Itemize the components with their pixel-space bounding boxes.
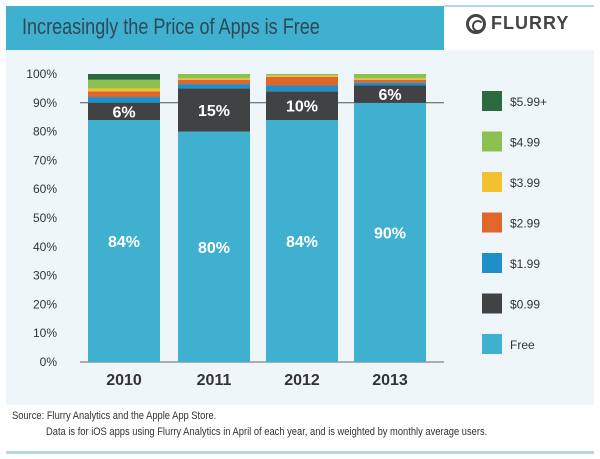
title-banner: Increasingly the Price of Apps is Free bbox=[6, 6, 444, 50]
y-tick-label: 30% bbox=[33, 269, 57, 283]
x-tick-label: 2013 bbox=[372, 372, 408, 389]
bar-segment-099-2012 bbox=[266, 91, 338, 121]
legend-label: $2.99 bbox=[510, 217, 540, 231]
data-label: 84% bbox=[108, 234, 140, 251]
y-tick-label: 20% bbox=[33, 297, 57, 311]
x-tick-label: 2012 bbox=[284, 372, 320, 389]
legend-label: $4.99 bbox=[510, 136, 540, 150]
bar-segment-299-2010 bbox=[88, 91, 160, 98]
y-tick-label: 80% bbox=[33, 125, 57, 139]
bar-segment-free-2013 bbox=[354, 102, 426, 363]
bar-segment-199-2013 bbox=[354, 82, 426, 86]
legend-swatch bbox=[482, 253, 502, 273]
chart-title: Increasingly the Price of Apps is Free bbox=[22, 14, 320, 39]
bar-segment-free-2011 bbox=[178, 131, 250, 362]
data-label: 6% bbox=[112, 104, 135, 121]
data-label: 90% bbox=[374, 225, 406, 242]
bar-segment-099-2010 bbox=[88, 102, 160, 121]
legend-label: Free bbox=[510, 338, 535, 352]
bar-segment-free-2010 bbox=[88, 120, 160, 362]
y-tick-label: 50% bbox=[33, 211, 57, 225]
bar-segment-free-2012 bbox=[266, 120, 338, 362]
bar-segment-399-2012 bbox=[266, 75, 338, 77]
bar-segment-499-2012 bbox=[266, 74, 338, 76]
source-text: Source: Flurry Analytics and the Apple A… bbox=[12, 410, 217, 422]
legend-label: $0.99 bbox=[510, 298, 540, 312]
bar-segment-199-2011 bbox=[178, 84, 250, 89]
bar-segment-399-2013 bbox=[354, 78, 426, 80]
logo-text: FLURRY bbox=[491, 13, 570, 33]
flurry-logo: FLURRY bbox=[466, 13, 569, 34]
y-tick-label: 70% bbox=[33, 153, 57, 167]
bar-segment-499-2013 bbox=[354, 74, 426, 79]
bar-segment-399-2010 bbox=[88, 88, 160, 92]
legend-swatch bbox=[482, 131, 502, 152]
legend-label: $3.99 bbox=[510, 176, 540, 190]
x-tick-label: 2011 bbox=[197, 372, 232, 389]
y-tick-label: 60% bbox=[33, 182, 57, 196]
bar-segment-099-2011 bbox=[178, 88, 250, 132]
data-label: 6% bbox=[378, 87, 401, 104]
bar-segment-199-2012 bbox=[266, 85, 338, 92]
data-label: 10% bbox=[286, 99, 318, 116]
data-label: 80% bbox=[198, 240, 230, 257]
y-tick-label: 100% bbox=[26, 67, 57, 81]
bar-segment-299-2011 bbox=[178, 79, 250, 85]
bar-segment-399-2011 bbox=[178, 78, 250, 80]
flurry-logo-icon bbox=[466, 13, 486, 34]
bar-segment-299-2012 bbox=[266, 76, 338, 86]
legend-swatch bbox=[482, 212, 502, 233]
bar-segment-299-2013 bbox=[354, 79, 426, 83]
note-text: Data is for iOS apps using Flurry Analyt… bbox=[46, 426, 488, 438]
bar-segment-499-2010 bbox=[88, 79, 160, 89]
legend-swatch bbox=[482, 334, 502, 354]
data-label: 15% bbox=[198, 103, 230, 120]
y-tick-label: 0% bbox=[40, 355, 58, 369]
legend-label: $1.99 bbox=[510, 257, 540, 271]
y-tick-label: 10% bbox=[33, 326, 57, 340]
y-tick-label: 90% bbox=[33, 96, 57, 110]
legend-swatch bbox=[482, 91, 502, 111]
bar-segment-499-2011 bbox=[178, 74, 250, 79]
legend-swatch bbox=[482, 293, 502, 314]
bar-segment-099-2013 bbox=[354, 85, 426, 103]
bar-segment-599-2010 bbox=[88, 74, 160, 80]
bottom-rule bbox=[6, 451, 594, 454]
top-rule bbox=[444, 5, 594, 7]
x-tick-label: 2010 bbox=[106, 372, 142, 389]
legend-swatch bbox=[482, 172, 502, 192]
bar-segment-199-2010 bbox=[88, 97, 160, 103]
y-tick-label: 40% bbox=[33, 240, 57, 254]
data-label: 84% bbox=[286, 234, 318, 251]
legend-label: $5.99+ bbox=[510, 95, 547, 109]
